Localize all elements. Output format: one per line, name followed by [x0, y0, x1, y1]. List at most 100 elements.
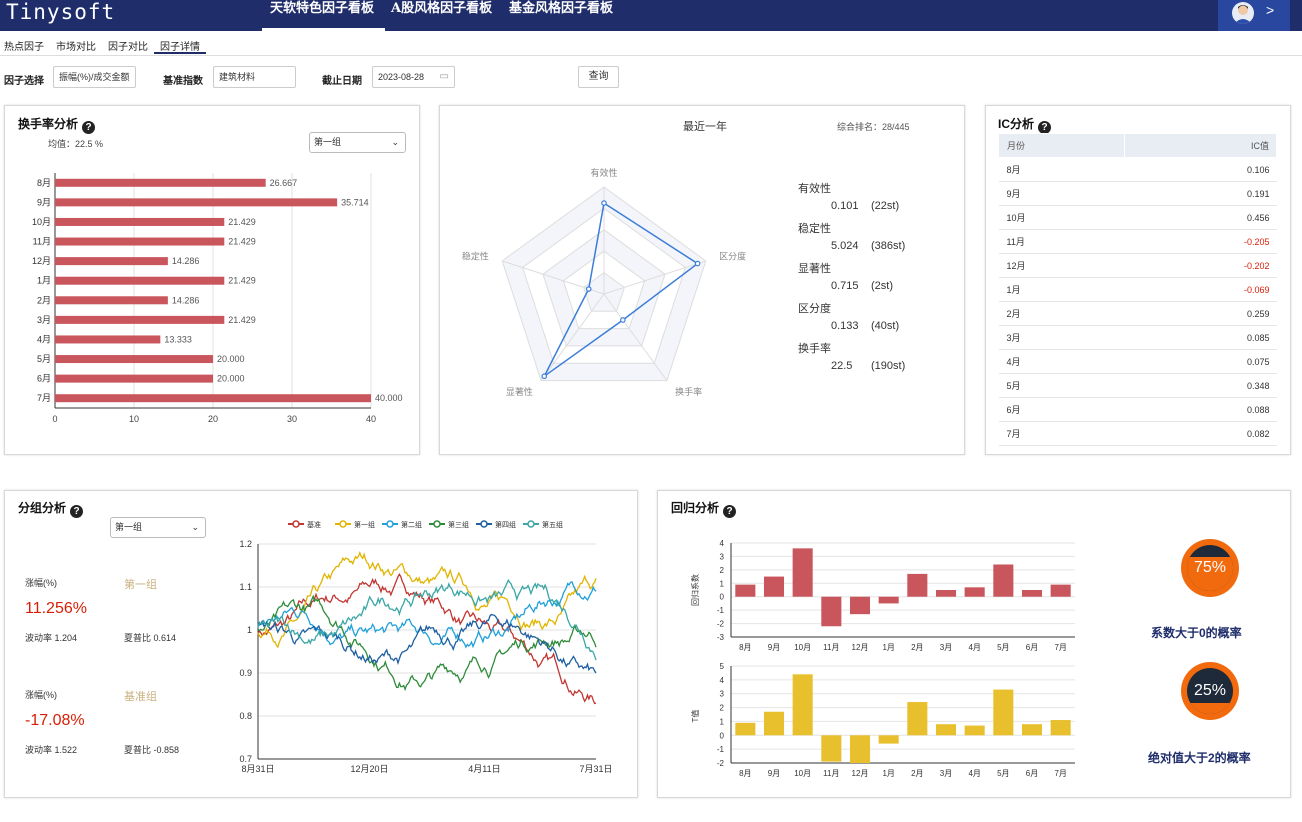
date-picker[interactable]: 2023-08-28 ▭ [372, 66, 455, 88]
logo: Tinysoft [6, 0, 116, 24]
turnover-group-select[interactable]: 第一组 ⌄ [309, 132, 406, 153]
help-icon[interactable]: ? [70, 505, 84, 518]
ic-value: 0.075 [1124, 349, 1277, 374]
ic-month: 10月 [998, 205, 1125, 230]
table-row: 11月 -0.205 [998, 229, 1277, 254]
y-tick-label: 8月 [37, 178, 51, 188]
series-line [257, 594, 597, 692]
y-tick-label: 1月 [37, 276, 51, 286]
chevron-down-icon: ⌄ [191, 522, 199, 532]
table-row: 4月 0.075 [998, 349, 1277, 374]
bar [964, 725, 985, 736]
table-row: 8月 0.106 [998, 157, 1277, 182]
x-tick-label: 10月 [794, 643, 811, 652]
stat2-value: -17.08% [25, 712, 85, 729]
y-axis-label: 回归系数 [690, 574, 700, 606]
data-label: 14.286 [172, 256, 200, 266]
chevron-right-icon[interactable]: > [1266, 2, 1275, 18]
prob-positive-gauge: 75% [1181, 539, 1239, 597]
legend-label: 第二组 [401, 520, 422, 529]
bar [735, 722, 756, 736]
x-tick-label: 6月 [1026, 769, 1038, 778]
y-tick-label: 10月 [32, 217, 51, 227]
metric-rank: (190st) [871, 360, 906, 372]
board-tab-fund[interactable]: 基金风格因子看板 [509, 1, 614, 16]
y-tick-label: 5月 [37, 354, 51, 364]
bar [849, 735, 871, 763]
ic-value: 0.259 [1124, 301, 1277, 326]
y-tick-label: 0.7 [239, 754, 252, 764]
radar-title: 最近一年 [683, 121, 727, 133]
metric-value: 0.133 [831, 320, 859, 332]
y-tick-label: 7月 [37, 393, 51, 403]
tab-factor-detail[interactable]: 因子详情 [160, 42, 200, 53]
board-tab-tianruan[interactable]: 天软特色因子看板 [270, 1, 375, 16]
table-row: 5月 0.348 [998, 373, 1277, 398]
data-label: 21.429 [228, 237, 256, 247]
regression-title-text: 回归分析 [671, 501, 720, 515]
y-tick-label: 11月 [33, 237, 51, 247]
bar [1050, 720, 1071, 736]
metric-rank: (40st) [871, 320, 900, 332]
bar [907, 702, 928, 736]
stat2-vol: 波动率 1.522 [25, 745, 78, 755]
data-label: 26.667 [270, 178, 298, 188]
data-label: 14.286 [172, 295, 200, 305]
table-row: 12月 -0.202 [998, 253, 1277, 278]
radar-spoke [540, 293, 605, 381]
stat2-sharpe: 夏普比 -0.858 [124, 745, 180, 755]
help-icon[interactable]: ? [82, 121, 96, 134]
table-row: 10月 0.456 [998, 205, 1277, 230]
radar-spoke [603, 293, 668, 381]
x-tick-label: 4月 [968, 769, 980, 778]
tab-market-compare[interactable]: 市场对比 [56, 42, 96, 53]
data-label: 21.429 [228, 276, 256, 286]
data-label: 21.429 [228, 217, 256, 227]
bar [878, 735, 899, 744]
stat1-sharpe: 夏普比 0.614 [124, 633, 177, 643]
x-tick-label: 10月 [794, 769, 811, 778]
y-tick-label: 2月 [37, 295, 51, 305]
factor-select[interactable]: 振幅(%)/成交金额 [53, 66, 136, 88]
bar [55, 217, 225, 226]
bar [821, 596, 842, 627]
legend-marker [339, 520, 347, 528]
avatar[interactable] [1232, 2, 1254, 24]
y-tick-label: -3 [717, 633, 725, 642]
query-button[interactable]: 查询 [578, 66, 619, 88]
x-tick-label: 20 [208, 414, 218, 424]
x-tick-label: 10 [129, 414, 139, 424]
help-icon[interactable]: ? [723, 505, 737, 518]
help-icon[interactable]: ? [1038, 121, 1052, 134]
ic-value: -0.202 [1124, 253, 1277, 278]
user-menu[interactable] [1218, 0, 1290, 31]
radar-point [541, 373, 548, 380]
ic-month: 2月 [998, 301, 1125, 326]
tab-factor-compare[interactable]: 因子对比 [108, 42, 148, 53]
date-value: 2023-08-28 [378, 72, 425, 82]
ic-title: IC分析? [998, 115, 1052, 134]
regression-panel [657, 490, 1291, 798]
bar [735, 584, 756, 597]
radar-spoke [603, 260, 706, 295]
radar-axis-label: 有效性 [590, 167, 617, 178]
board-tab-a-share[interactable]: A股风格因子看板 [391, 1, 493, 16]
tab-hot-factors[interactable]: 热点因子 [4, 42, 44, 53]
group-select[interactable]: 第一组 ⌄ [110, 517, 206, 538]
radar-point [585, 286, 592, 292]
y-tick-label: -2 [717, 759, 725, 768]
metric-name: 换手率 [798, 343, 831, 355]
index-select[interactable]: 建筑材料 [213, 66, 296, 88]
group-title-text: 分组分析 [18, 501, 67, 515]
table-row: 3月 0.085 [998, 325, 1277, 350]
x-tick-label: 1月 [882, 643, 894, 652]
x-tick-label: 4月11日 [468, 764, 500, 774]
metric-rank: (22st) [871, 200, 900, 212]
bar [55, 296, 168, 305]
stat2-label: 涨幅(%) [25, 690, 57, 700]
metric-name: 区分度 [798, 303, 831, 315]
x-tick-label: 1月 [882, 769, 894, 778]
table-row: 2月 0.259 [998, 301, 1277, 326]
x-tick-label: 3月 [940, 643, 952, 652]
x-tick-label: 8月 [739, 643, 751, 652]
